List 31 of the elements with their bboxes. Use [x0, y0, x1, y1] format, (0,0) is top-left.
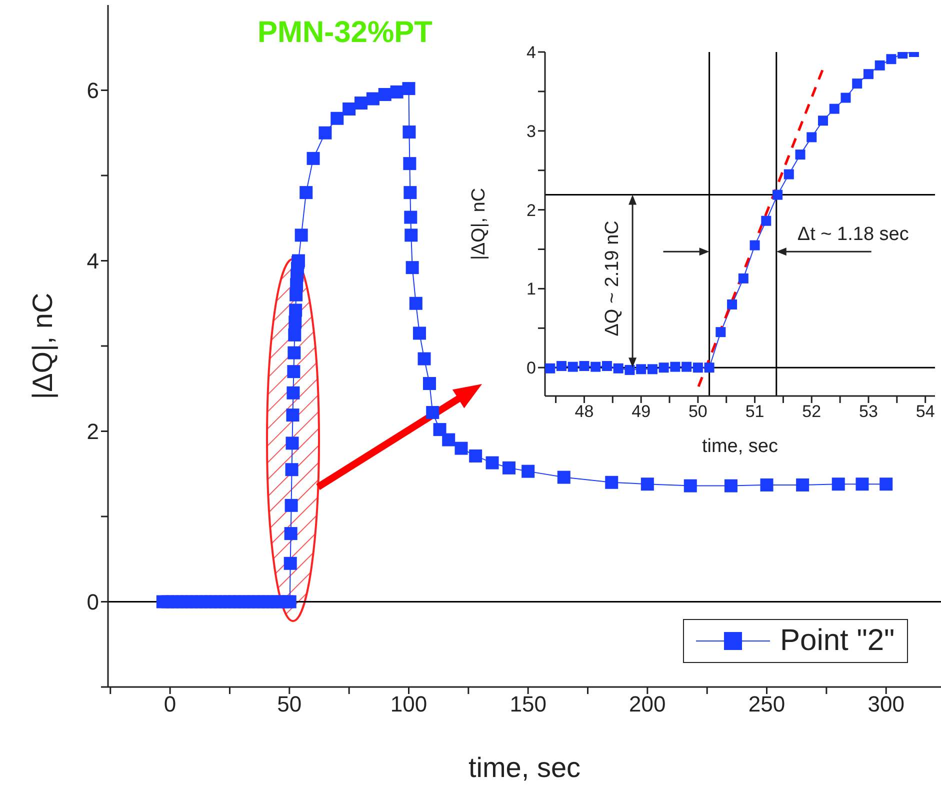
x-tick-label: 100 [390, 692, 428, 717]
x-tick-label: 50 [277, 692, 302, 717]
x-tick-label: 250 [748, 692, 786, 717]
x-tick-label: 150 [510, 692, 546, 717]
y-axis-title: |ΔQ|, nC [468, 188, 490, 260]
x-axis-title: time, sec [702, 436, 778, 457]
y-axis-title: |ΔQ|, nC [26, 292, 58, 400]
y-tick-label: 1 [526, 280, 536, 299]
y-tick-label: 0 [86, 590, 99, 615]
x-tick-label: 48 [574, 402, 594, 422]
x-tick-label: 50 [688, 402, 708, 422]
y-tick-label: 4 [526, 43, 536, 62]
x-tick-label: 49 [632, 402, 651, 422]
x-tick-label: 0 [164, 692, 176, 717]
annotation: ΔQ ~ 2.19 nC [602, 220, 624, 336]
y-tick-label: 6 [86, 78, 99, 104]
x-axis-title: time, sec [468, 752, 581, 783]
y-tick-label: 0 [526, 358, 536, 378]
x-tick-label: 51 [745, 402, 764, 422]
x-tick-label: 300 [868, 692, 904, 717]
x-tick-label: 52 [802, 402, 822, 422]
x-tick-label: 53 [859, 402, 878, 422]
y-tick-label: 2 [526, 200, 536, 220]
x-tick-label: 200 [629, 692, 666, 717]
annotation: Δt ~ 1.18 sec [797, 224, 909, 246]
y-tick-label: 2 [86, 419, 99, 444]
x-tick-label: 54 [916, 402, 935, 422]
y-tick-label: 3 [526, 122, 536, 141]
y-tick-label: 4 [86, 248, 99, 274]
legend-label: Point "2" [780, 624, 895, 658]
chart-title: PMN-32%PT [256, 16, 434, 50]
